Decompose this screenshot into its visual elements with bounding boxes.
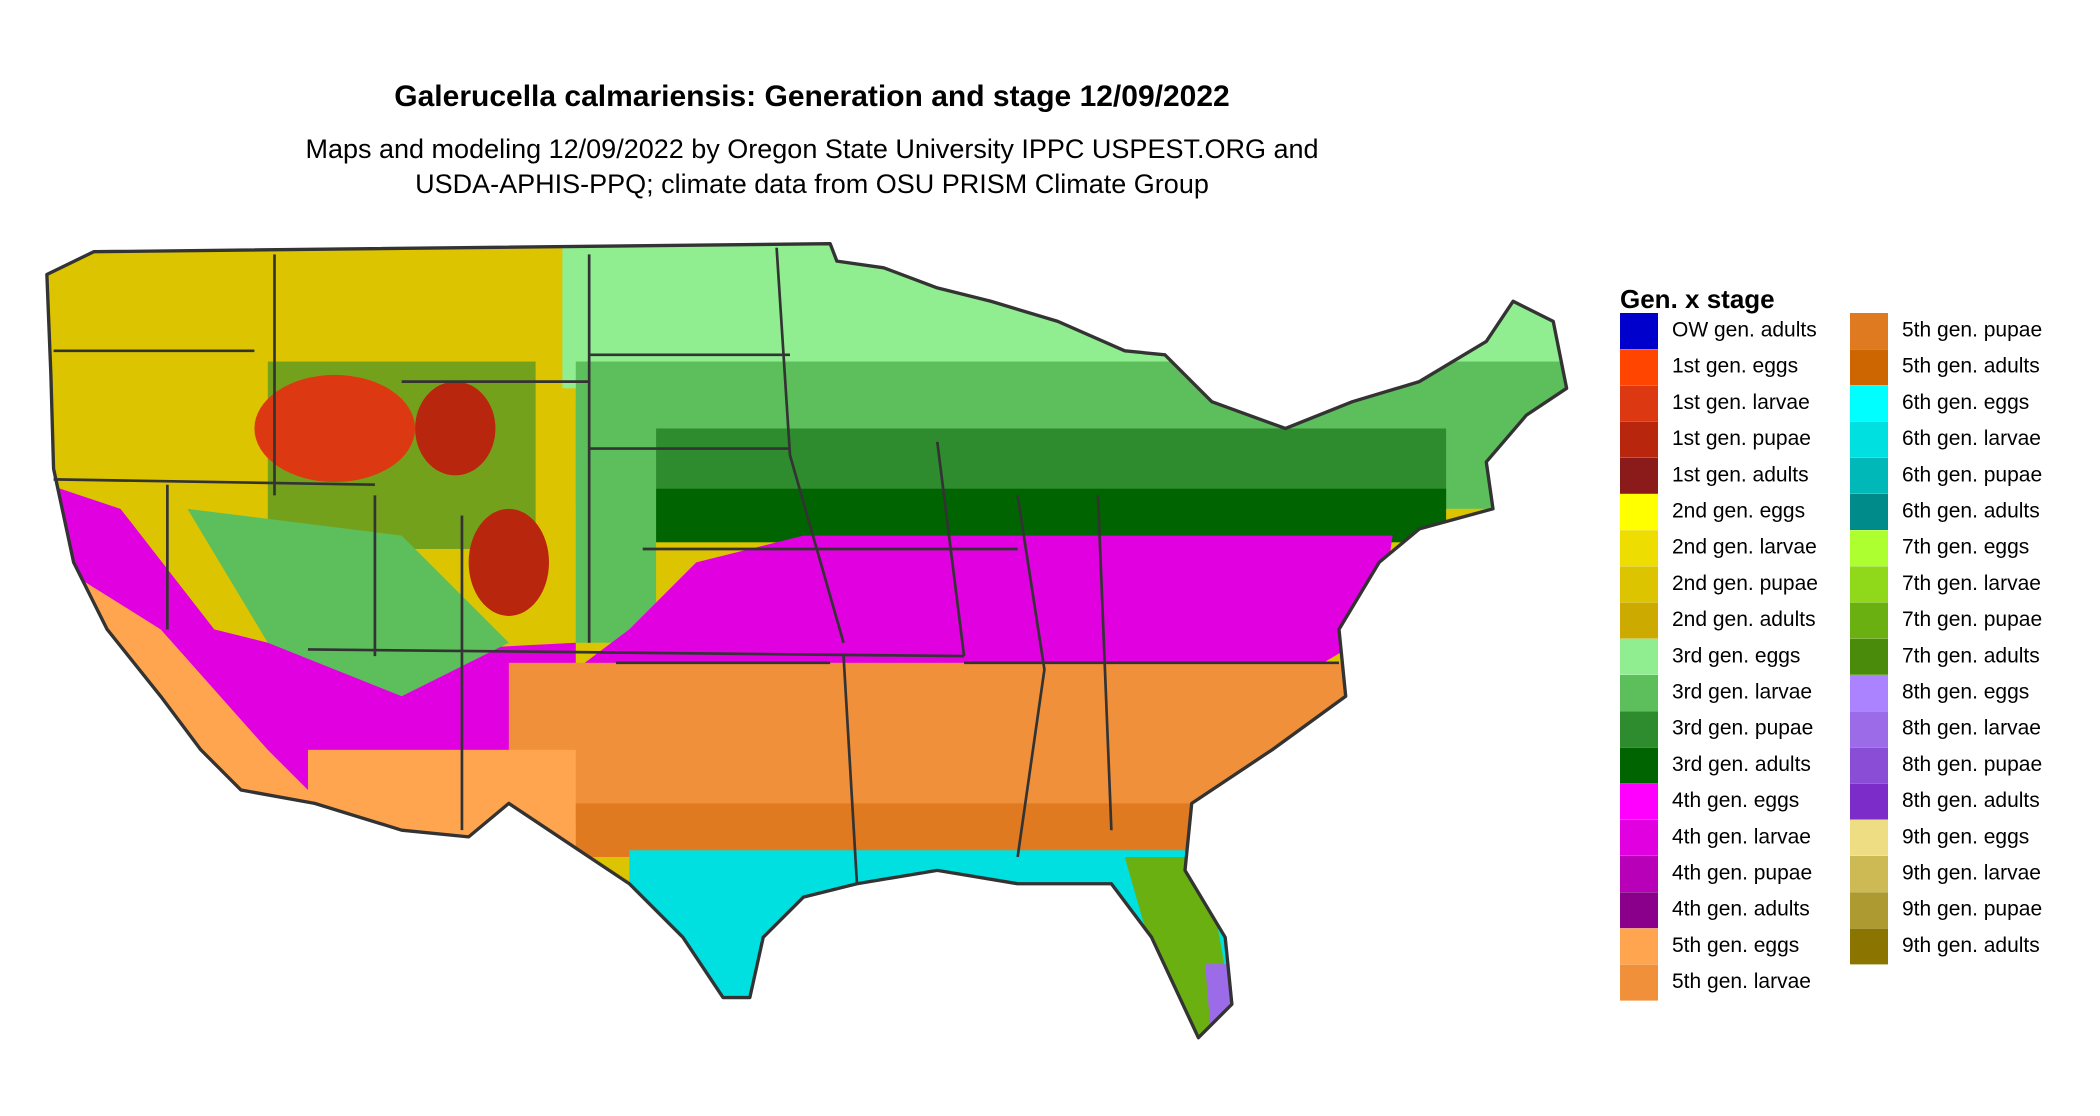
- subtitle-line: USDA-APHIS-PPQ; climate data from OSU PR…: [415, 169, 1209, 199]
- subtitle-line: Maps and modeling 12/09/2022 by Oregon S…: [305, 134, 1318, 164]
- legend-swatch: [1620, 783, 1658, 820]
- legend-swatch: [1620, 638, 1658, 675]
- legend-swatch: [1620, 457, 1658, 494]
- legend-title: Gen. x stage: [1620, 284, 1775, 314]
- legend-label: 2nd gen. adults: [1672, 608, 1816, 631]
- legend-swatch: [1850, 783, 1888, 820]
- legend-swatch: [1620, 675, 1658, 711]
- legend-swatch: [1850, 747, 1888, 784]
- legend-swatch: [1850, 638, 1888, 675]
- legend-swatch: [1620, 747, 1658, 784]
- legend-label: 6th gen. pupae: [1902, 463, 2042, 486]
- legend-label: 4th gen. adults: [1672, 898, 1810, 921]
- legend-label: 1st gen. eggs: [1672, 355, 1798, 378]
- legend-label: 3rd gen. adults: [1672, 753, 1811, 776]
- legend-label: 6th gen. eggs: [1902, 391, 2029, 414]
- legend-label: 5th gen. eggs: [1672, 934, 1799, 957]
- legend-label: 7th gen. eggs: [1902, 536, 2029, 559]
- legend-swatch: [1620, 566, 1658, 603]
- legend-label: 6th gen. adults: [1902, 500, 2040, 523]
- legend-label: 1st gen. adults: [1672, 463, 1809, 486]
- legend-swatch: [1620, 964, 1658, 1001]
- legend-label: 5th gen. pupae: [1902, 319, 2042, 342]
- legend-swatch: [1850, 313, 1888, 349]
- legend-label: 4th gen. larvae: [1672, 825, 1811, 848]
- legend-swatch: [1620, 819, 1658, 856]
- legend-label: 9th gen. eggs: [1902, 825, 2029, 848]
- state-borders: [53, 247, 1339, 884]
- legend-label: 9th gen. larvae: [1902, 862, 2041, 885]
- legend-swatch: [1620, 602, 1658, 639]
- legend-label: 4th gen. eggs: [1672, 789, 1799, 812]
- legend-label: 8th gen. larvae: [1902, 717, 2041, 740]
- legend-swatch: [1850, 530, 1888, 567]
- legend: OW gen. adults 1st gen. eggs 1st gen. larv…: [1620, 313, 2042, 1001]
- legend-swatch: [1850, 494, 1888, 530]
- legend-label: 7th gen. larvae: [1902, 572, 2041, 595]
- legend-label: 8th gen. pupae: [1902, 753, 2042, 776]
- legend-label: 8th gen. eggs: [1902, 681, 2029, 704]
- legend-swatch: [1850, 928, 1888, 965]
- legend-swatch: [1850, 421, 1888, 458]
- legend-label: 2nd gen. eggs: [1672, 500, 1805, 523]
- legend-label: 1st gen. larvae: [1672, 391, 1810, 414]
- legend-swatch: [1850, 711, 1888, 748]
- us-map: [45, 242, 1569, 1040]
- legend-swatch: [1620, 928, 1658, 965]
- legend-swatch: [1620, 711, 1658, 748]
- legend-label: 5th gen. adults: [1902, 355, 2040, 378]
- legend-swatch: [1850, 856, 1888, 892]
- legend-label: 4th gen. pupae: [1672, 862, 1812, 885]
- legend-swatch: [1620, 530, 1658, 567]
- legend-label: 2nd gen. pupae: [1672, 572, 1818, 595]
- legend-swatch: [1620, 892, 1658, 929]
- legend-swatch: [1850, 675, 1888, 711]
- legend-swatch: [1620, 385, 1658, 422]
- legend-label: 9th gen. adults: [1902, 934, 2040, 957]
- legend-label: OW gen. adults: [1672, 319, 1817, 342]
- legend-label: 8th gen. adults: [1902, 789, 2040, 812]
- legend-label: 7th gen. pupae: [1902, 608, 2042, 631]
- legend-swatch: [1850, 349, 1888, 386]
- legend-label: 2nd gen. larvae: [1672, 536, 1817, 559]
- legend-swatch: [1620, 313, 1658, 349]
- legend-swatch: [1850, 566, 1888, 603]
- legend-swatch: [1850, 385, 1888, 422]
- legend-label: 6th gen. larvae: [1902, 427, 2041, 450]
- legend-swatch: [1850, 819, 1888, 856]
- map-title: Galerucella calmariensis: Generation and…: [394, 80, 1229, 113]
- legend-label: 5th gen. larvae: [1672, 970, 1811, 993]
- legend-label: 3rd gen. eggs: [1672, 644, 1800, 667]
- legend-swatch: [1850, 457, 1888, 494]
- legend-label: 3rd gen. larvae: [1672, 681, 1812, 704]
- legend-swatch: [1620, 856, 1658, 892]
- legend-label: 7th gen. adults: [1902, 644, 2040, 667]
- legend-swatch: [1620, 421, 1658, 458]
- legend-swatch: [1850, 892, 1888, 929]
- legend-label: 3rd gen. pupae: [1672, 717, 1813, 740]
- legend-label: 9th gen. pupae: [1902, 898, 2042, 921]
- legend-swatch: [1620, 494, 1658, 530]
- legend-swatch: [1850, 602, 1888, 639]
- legend-label: 1st gen. pupae: [1672, 427, 1811, 450]
- legend-swatch: [1620, 349, 1658, 386]
